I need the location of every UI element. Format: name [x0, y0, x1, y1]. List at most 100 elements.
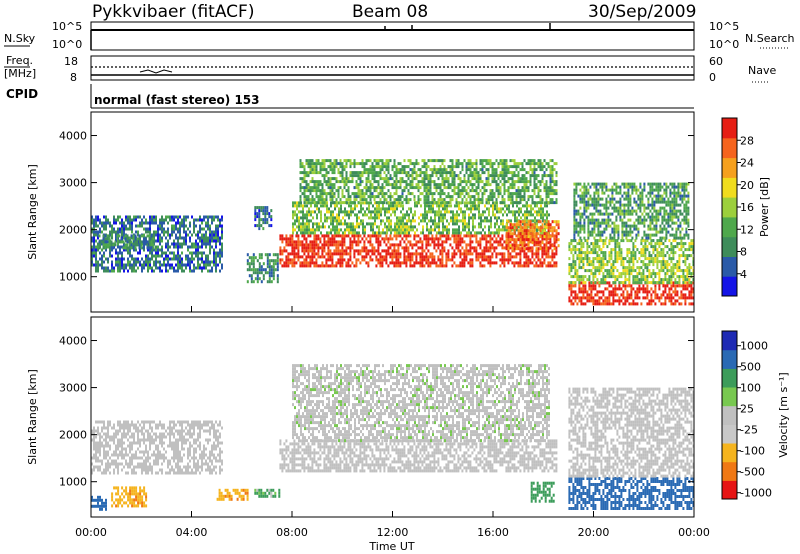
range-gate-cell	[483, 246, 486, 250]
range-gate-cell	[161, 269, 163, 273]
range-gate-cell	[378, 216, 380, 220]
range-gate-cell	[150, 246, 153, 250]
range-gate-cell	[383, 258, 386, 262]
range-gate-cell	[397, 249, 400, 253]
range-gate-cell	[375, 255, 378, 259]
range-gate-cell	[436, 210, 438, 214]
range-gate-cell	[179, 233, 181, 237]
range-gate-cell	[427, 159, 430, 163]
range-gate-cell	[638, 296, 641, 300]
range-gate-cell	[136, 243, 139, 247]
range-gate-cell	[303, 189, 306, 193]
range-gate-cell	[546, 216, 548, 220]
range-gate-cell	[315, 183, 318, 187]
range-gate-cell	[355, 198, 358, 202]
range-gate-cell	[332, 222, 334, 226]
range-gate-cell	[308, 207, 310, 211]
range-gate-cell	[353, 171, 356, 175]
range-gate-cell	[127, 227, 129, 231]
range-gate-cell	[367, 168, 370, 172]
range-gate-cell	[524, 213, 526, 217]
range-gate-cell	[519, 238, 522, 242]
range-gate-cell	[458, 204, 460, 208]
range-gate-cell	[624, 278, 627, 282]
range-gate-cell	[365, 186, 368, 190]
range-gate-cell	[379, 171, 382, 175]
range-gate-cell	[610, 266, 613, 270]
range-gate-cell	[451, 246, 454, 250]
range-gate-cell	[504, 225, 506, 229]
range-gate-cell	[672, 290, 675, 294]
range-gate-cell	[179, 260, 181, 264]
range-gate-cell	[374, 213, 376, 217]
range-gate-cell	[199, 215, 201, 219]
range-gate-cell	[507, 165, 510, 169]
range-gate-cell	[341, 264, 344, 268]
range-gate-cell	[546, 210, 548, 214]
range-gate-cell	[116, 234, 119, 238]
range-gate-cell	[551, 174, 554, 178]
range-gate-cell	[598, 248, 601, 252]
range-gate-cell	[586, 245, 589, 249]
range-gate-cell	[292, 228, 294, 232]
range-gate-cell	[463, 240, 466, 244]
range-gate-cell	[337, 246, 340, 250]
range-gate-cell	[387, 237, 390, 241]
range-gate-cell	[497, 195, 500, 199]
range-gate-cell	[311, 246, 314, 250]
range-gate-cell	[356, 216, 358, 220]
range-gate-cell	[289, 240, 292, 244]
range-gate-cell	[181, 242, 183, 246]
range-gate-cell	[439, 186, 442, 190]
range-gate-cell	[545, 162, 548, 166]
range-gate-cell	[377, 183, 380, 187]
range-gate-cell	[404, 222, 406, 226]
range-gate-cell	[459, 192, 462, 196]
range-gate-cell	[393, 180, 396, 184]
range-gate-cell	[445, 186, 448, 190]
range-gate-cell	[454, 213, 456, 217]
range-gate-cell	[205, 233, 207, 237]
range-gate-cell	[622, 260, 625, 264]
range-gate-cell	[612, 290, 615, 294]
range-gate-cell	[499, 192, 502, 196]
range-gate-cell	[405, 237, 408, 241]
range-gate-cell	[101, 266, 103, 270]
range-gate-cell	[557, 238, 560, 242]
range-gate-cell	[501, 246, 504, 250]
range-gate-cell	[441, 201, 444, 205]
range-gate-cell	[476, 204, 478, 208]
range-gate-cell	[300, 222, 302, 226]
range-gate-cell	[466, 204, 468, 208]
range-gate-cell	[644, 290, 647, 294]
range-gate-cell	[652, 299, 655, 303]
range-gate-cell	[415, 258, 418, 262]
range-gate-cell	[419, 186, 422, 190]
range-gate-cell	[317, 195, 320, 199]
range-gate-cell	[540, 210, 542, 214]
range-gate-cell	[528, 225, 530, 229]
range-gate-cell	[545, 198, 548, 202]
range-gate-cell	[473, 195, 476, 199]
range-gate-cell	[437, 237, 440, 241]
range-gate-cell	[370, 225, 372, 229]
range-gate-cell	[584, 257, 587, 261]
range-gate-cell	[301, 240, 304, 244]
range-gate-cell	[125, 263, 127, 267]
range-gate-cell	[91, 239, 93, 243]
range-gate-cell	[93, 236, 95, 240]
range-gate-cell	[181, 245, 183, 249]
range-gate-cell	[117, 263, 119, 267]
range-gate-cell	[347, 258, 350, 262]
range-gate-cell	[337, 189, 340, 193]
range-gate-cell	[379, 186, 382, 190]
range-gate-cell	[385, 249, 388, 253]
range-gate-cell	[175, 254, 177, 258]
range-gate-cell	[181, 257, 183, 261]
range-gate-cell	[515, 198, 518, 202]
range-gate-cell	[185, 236, 187, 240]
range-gate-cell	[329, 240, 332, 244]
range-gate-cell	[319, 189, 322, 193]
range-gate-cell	[357, 234, 360, 238]
range-gate-cell	[505, 223, 508, 227]
